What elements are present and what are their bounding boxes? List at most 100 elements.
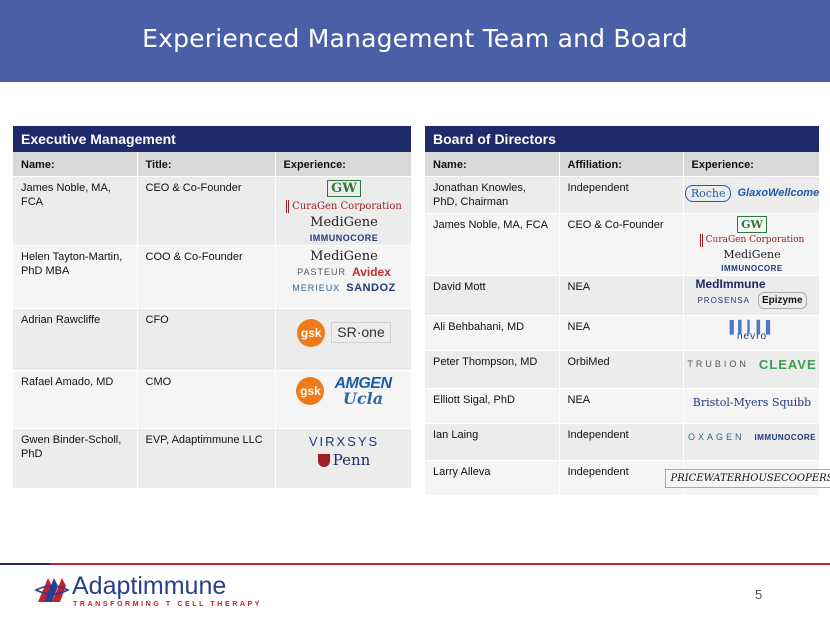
experience-logos: Roche GlaxoWellcome	[683, 176, 820, 214]
table-row: Elliott Sigal, PhD NEA Bristol-Myers Squ…	[425, 388, 820, 424]
person-name: Rafael Amado, MD	[13, 370, 138, 429]
sandoz-logo: SANDOZ	[346, 281, 396, 294]
person-title: CMO	[137, 370, 276, 429]
experience-logos: TRUBION CLEAVE	[683, 350, 820, 389]
medigene-logo: MediGene	[310, 248, 378, 264]
person-affiliation: CEO & Co-Founder	[559, 213, 684, 276]
person-name: Adrian Rawcliffe	[13, 308, 138, 371]
slide-title: Experienced Management Team and Board	[142, 24, 688, 53]
person-name: Ali Behbahani, MD	[425, 315, 560, 351]
person-affiliation: NEA	[559, 388, 684, 424]
board-of-directors-panel: Board of Directors Name: Affiliation: Ex…	[425, 126, 830, 496]
pricewaterhousecoopers-logo: PRICEWATERHOUSECOOPERS	[665, 468, 830, 488]
experience-logos: Bristol-Myers Squibb	[683, 388, 820, 424]
avidex-logo: Avidex	[351, 264, 391, 279]
person-name: David Mott	[425, 275, 560, 316]
table-row: James Noble, MA, FCA CEO & Co-Founder GW…	[13, 176, 412, 246]
person-name: Ian Laing	[425, 423, 560, 461]
person-affiliation: Independent	[559, 423, 684, 461]
table-row: Helen Tayton-Martin, PhD MBA COO & Co-Fo…	[13, 245, 412, 309]
table-row: Adrian Rawcliffe CFO gsk SR·one	[13, 308, 412, 371]
person-name: Peter Thompson, MD	[425, 350, 560, 389]
penn-shield-icon	[317, 453, 330, 467]
executive-table: Name: Title: Experience: James Noble, MA…	[13, 152, 412, 489]
srone-logo: SR·one	[331, 322, 391, 343]
person-name: Larry Alleva	[425, 460, 560, 496]
immunocore-logo: IMMUNOCORE	[721, 263, 783, 273]
immunocore-logo: IMMUNOCORE	[309, 232, 379, 243]
brand-tagline: TRANSFORMING T CELL THERAPY	[73, 601, 263, 608]
page-number: 5	[755, 587, 763, 602]
column-header-experience: Experience:	[275, 152, 412, 177]
table-row: Rafael Amado, MD CMO gsk AMGEN Ucla	[13, 370, 412, 429]
slide-header: Experienced Management Team and Board	[0, 0, 830, 82]
person-affiliation: Independent	[559, 460, 684, 496]
person-name: Gwen Binder-Scholl, PhD	[13, 428, 138, 489]
brand-name: Adaptimmune	[72, 572, 227, 600]
table-row: Peter Thompson, MD OrbiMed TRUBION CLEAV…	[425, 350, 820, 389]
gw-logo: GW	[327, 179, 361, 197]
column-header-name: Name:	[425, 152, 560, 177]
table-row: James Noble, MA, FCA CEO & Co-Founder GW…	[425, 213, 820, 276]
column-header-affiliation: Affiliation:	[559, 152, 684, 177]
column-header-experience: Experience:	[683, 152, 820, 177]
virxsys-logo: VIRXSYS	[308, 433, 380, 449]
gsk-logo: gsk	[296, 376, 325, 405]
column-header-title: Title:	[137, 152, 276, 177]
merieux-logo: MERIEUX	[292, 282, 341, 293]
person-affiliation: NEA	[559, 275, 684, 316]
footer-divider-red	[50, 563, 830, 565]
person-title: CFO	[137, 308, 276, 371]
ucla-logo: Ucla	[342, 388, 384, 408]
experience-logos: GW CuraGen Corporation MediGene IMMUNOCO…	[683, 213, 820, 276]
medigene-logo: MediGene	[723, 247, 781, 261]
experience-logos: gsk SR·one	[275, 308, 412, 371]
experience-logos: PRICEWATERHOUSECOOPERS	[665, 460, 830, 496]
pasteur-logo: PASTEUR	[297, 266, 346, 277]
person-affiliation: Independent	[559, 176, 684, 214]
person-name: Helen Tayton-Martin, PhD MBA	[13, 245, 138, 309]
executive-management-panel: Executive Management Name: Title: Experi…	[13, 126, 412, 489]
epizyme-logo: Epizyme	[757, 291, 807, 309]
table-row: Gwen Binder-Scholl, PhD EVP, Adaptimmune…	[13, 428, 412, 489]
experience-logos: OXAGEN IMMUNOCORE	[683, 423, 820, 461]
table-row: David Mott NEA MedImmune PROSENSA Epizym…	[425, 275, 820, 316]
nevro-logo: ▌▍▎▍▌ nevro	[729, 319, 775, 342]
curagen-logo: CuraGen Corporation	[286, 199, 402, 213]
person-name: James Noble, MA, FCA	[13, 176, 138, 246]
bristol-myers-squibb-logo: Bristol-Myers Squibb	[692, 395, 812, 409]
board-table: Name: Affiliation: Experience: Jonathan …	[425, 152, 830, 496]
person-title: COO & Co-Founder	[137, 245, 276, 309]
person-name: Elliott Sigal, PhD	[425, 388, 560, 424]
experience-logos: ▌▍▎▍▌ nevro	[683, 315, 820, 351]
adaptimmune-mark-icon	[34, 578, 70, 602]
executive-management-heading: Executive Management	[13, 126, 411, 152]
table-row: Jonathan Knowles, PhD, Chairman Independ…	[425, 176, 820, 214]
curagen-logo: CuraGen Corporation	[699, 233, 804, 247]
experience-logos: VIRXSYS Penn	[275, 428, 412, 489]
cleave-logo: CLEAVE	[758, 356, 817, 372]
person-affiliation: NEA	[559, 315, 684, 351]
gw-logo: GW	[737, 215, 767, 233]
footer-divider-blue	[0, 563, 50, 565]
person-name: James Noble, MA, FCA	[425, 213, 560, 276]
person-affiliation: OrbiMed	[559, 350, 684, 389]
person-name: Jonathan Knowles, PhD, Chairman	[425, 176, 560, 214]
experience-logos: MedImmune PROSENSA Epizyme	[683, 275, 820, 316]
column-header-name: Name:	[13, 152, 138, 177]
experience-logos: MediGene PASTEUR Avidex MERIEUX SANDOZ	[275, 245, 412, 309]
glaxowellcome-logo: GlaxoWellcome	[737, 186, 820, 199]
amgen-logo: AMGEN	[334, 374, 392, 392]
table-row: Ali Behbahani, MD NEA ▌▍▎▍▌ nevro	[425, 315, 820, 351]
prosensa-logo: PROSENSA	[697, 295, 750, 305]
nevro-bars-icon: ▌▍▎▍▌	[729, 319, 775, 334]
oxagen-logo: OXAGEN	[688, 431, 745, 442]
table-row: Ian Laing Independent OXAGEN IMMUNOCORE	[425, 423, 820, 461]
experience-logos: GW CuraGen Corporation MediGene IMMUNOCO…	[275, 176, 412, 246]
gsk-logo: gsk	[297, 318, 326, 347]
table-row: Larry Alleva Independent PRICEWATERHOUSE…	[425, 460, 830, 496]
penn-logo: Penn	[317, 452, 370, 467]
medimmune-logo: MedImmune	[695, 276, 766, 291]
roche-logo: Roche	[684, 184, 732, 202]
immunocore-logo: IMMUNOCORE	[754, 432, 816, 442]
